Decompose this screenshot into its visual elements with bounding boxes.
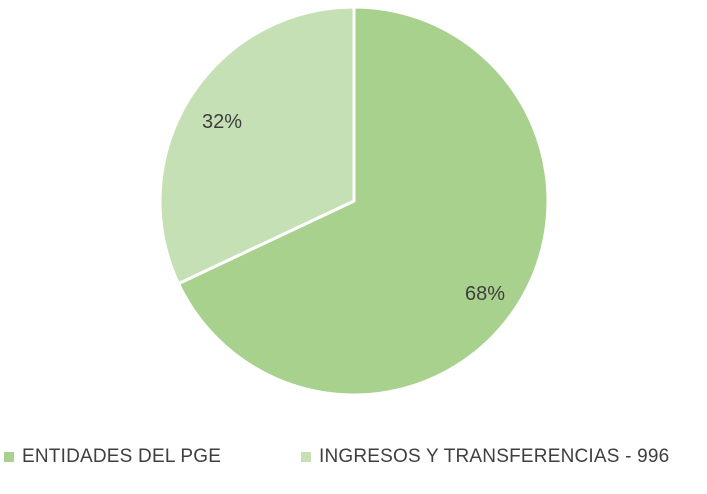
legend-item-entidades-del-pge: ENTIDADES DEL PGE (4, 437, 221, 477)
legend-swatch-entidades-del-pge (4, 452, 14, 462)
legend-label-entidades-del-pge: ENTIDADES DEL PGE (22, 446, 222, 467)
pie-slice-ingresos-y-transferencias (158, 5, 356, 286)
legend-swatch-ingresos-y-transferencias (301, 452, 311, 462)
legend-label-ingresos-y-transferencias: INGRESOS Y TRANSFERENCIAS - 996 (319, 446, 670, 467)
data-label-entidades-del-pge: 68% (465, 283, 505, 305)
pie-slices (158, 5, 550, 397)
legend: ENTIDADES DEL PGE INGRESOS Y TRANSFERENC… (0, 437, 707, 477)
pie-slice-entidades-del-pge (176, 5, 550, 397)
data-label-ingresos-y-transferencias: 32% (202, 111, 242, 133)
legend-item-ingresos-y-transferencias: INGRESOS Y TRANSFERENCIAS - 996 (301, 437, 669, 477)
